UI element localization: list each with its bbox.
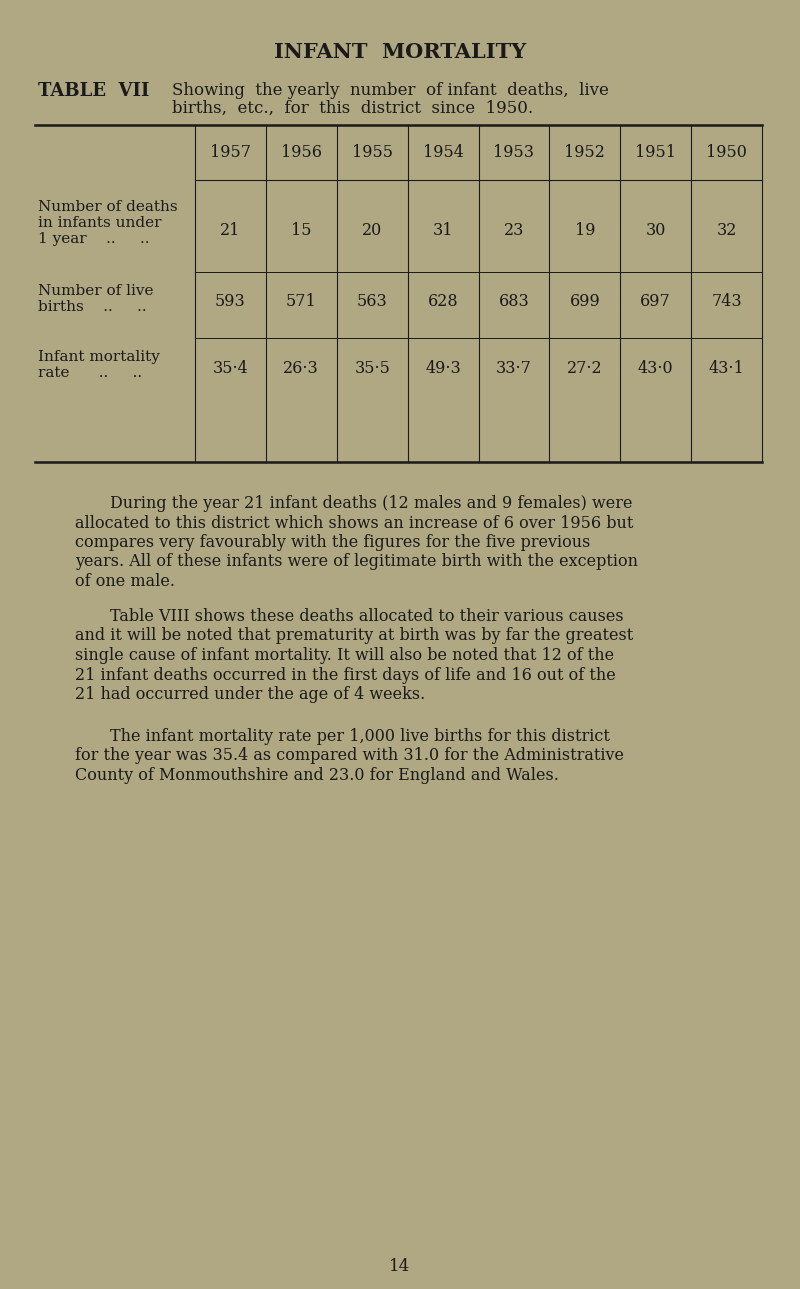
Text: 1952: 1952 — [564, 144, 606, 161]
Text: 1956: 1956 — [281, 144, 322, 161]
Text: 1953: 1953 — [494, 144, 534, 161]
Text: 1951: 1951 — [635, 144, 676, 161]
Text: Number of live: Number of live — [38, 284, 154, 298]
Text: 21 had occurred under the age of 4 weeks.: 21 had occurred under the age of 4 weeks… — [75, 686, 426, 703]
Text: 20: 20 — [362, 222, 382, 238]
Text: TABLE  VII: TABLE VII — [38, 82, 150, 101]
Text: rate      ..     ..: rate .. .. — [38, 366, 142, 380]
Text: 35·5: 35·5 — [354, 360, 390, 376]
Text: and it will be noted that prematurity at birth was by far the greatest: and it will be noted that prematurity at… — [75, 628, 634, 644]
Text: 30: 30 — [646, 222, 666, 238]
Text: allocated to this district which shows an increase of 6 over 1956 but: allocated to this district which shows a… — [75, 514, 634, 531]
Text: 14: 14 — [390, 1258, 410, 1275]
Text: years. All of these infants were of legitimate birth with the exception: years. All of these infants were of legi… — [75, 553, 638, 571]
Text: 21: 21 — [220, 222, 241, 238]
Text: INFANT  MORTALITY: INFANT MORTALITY — [274, 43, 526, 62]
Text: 593: 593 — [215, 293, 246, 309]
Text: births,  etc.,  for  this  district  since  1950.: births, etc., for this district since 19… — [172, 101, 533, 117]
Text: of one male.: of one male. — [75, 574, 175, 590]
Text: 628: 628 — [428, 293, 458, 309]
Text: 743: 743 — [711, 293, 742, 309]
Text: 697: 697 — [640, 293, 671, 309]
Text: 43·0: 43·0 — [638, 360, 674, 376]
Text: 1954: 1954 — [422, 144, 463, 161]
Text: single cause of infant mortality. It will also be noted that 12 of the: single cause of infant mortality. It wil… — [75, 647, 614, 664]
Text: Table VIII shows these deaths allocated to their various causes: Table VIII shows these deaths allocated … — [110, 608, 624, 625]
Text: 32: 32 — [716, 222, 737, 238]
Text: births    ..     ..: births .. .. — [38, 300, 146, 315]
Text: compares very favourably with the figures for the five previous: compares very favourably with the figure… — [75, 534, 590, 550]
Text: 1 year    ..     ..: 1 year .. .. — [38, 232, 150, 246]
Text: in infants under: in infants under — [38, 217, 162, 229]
Text: 31: 31 — [433, 222, 454, 238]
Text: 23: 23 — [504, 222, 524, 238]
Text: 683: 683 — [498, 293, 530, 309]
Text: 49·3: 49·3 — [425, 360, 461, 376]
Text: County of Monmouthshire and 23.0 for England and Wales.: County of Monmouthshire and 23.0 for Eng… — [75, 767, 559, 784]
Text: 15: 15 — [291, 222, 311, 238]
Text: During the year 21 infant deaths (12 males and 9 females) were: During the year 21 infant deaths (12 mal… — [110, 495, 633, 512]
Text: 699: 699 — [570, 293, 600, 309]
Text: 35·4: 35·4 — [213, 360, 248, 376]
Text: Showing  the yearly  number  of infant  deaths,  live: Showing the yearly number of infant deat… — [172, 82, 609, 99]
Text: Number of deaths: Number of deaths — [38, 200, 178, 214]
Text: 1955: 1955 — [352, 144, 393, 161]
Text: Infant mortality: Infant mortality — [38, 351, 160, 363]
Text: for the year was 35.4 as compared with 31.0 for the Administrative: for the year was 35.4 as compared with 3… — [75, 748, 624, 764]
Text: 1950: 1950 — [706, 144, 747, 161]
Text: 33·7: 33·7 — [496, 360, 532, 376]
Text: 43·1: 43·1 — [709, 360, 745, 376]
Text: 21 infant deaths occurred in the first days of life and 16 out of the: 21 infant deaths occurred in the first d… — [75, 666, 616, 683]
Text: 1957: 1957 — [210, 144, 251, 161]
Text: 571: 571 — [286, 293, 317, 309]
Text: 26·3: 26·3 — [283, 360, 319, 376]
Text: 563: 563 — [357, 293, 387, 309]
Text: The infant mortality rate per 1,000 live births for this district: The infant mortality rate per 1,000 live… — [110, 728, 610, 745]
Text: 27·2: 27·2 — [567, 360, 602, 376]
Text: 19: 19 — [574, 222, 595, 238]
